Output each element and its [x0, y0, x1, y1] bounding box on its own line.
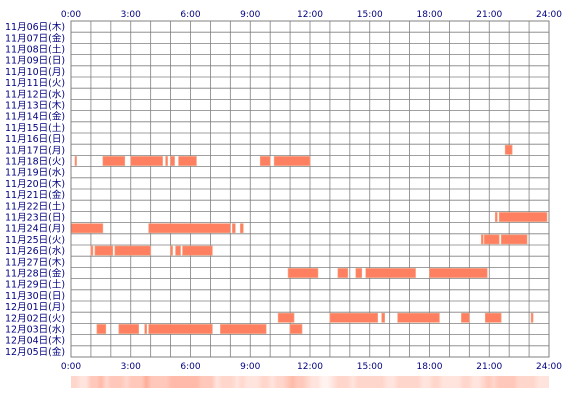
- activity-segment: [381, 312, 385, 323]
- activity-segment: [337, 268, 349, 278]
- activity-segment: [483, 234, 500, 245]
- x-tick-label-top: 24:00: [536, 10, 562, 20]
- activity-segment: [484, 312, 502, 323]
- activity-bars: [70, 144, 548, 334]
- day-label: 11月28日(金): [5, 268, 65, 280]
- activity-segment: [273, 156, 311, 166]
- day-label: 11月30日(日): [5, 291, 65, 302]
- x-tick-label-bottom: 21:00: [476, 362, 502, 372]
- x-tick-label-top: 15:00: [357, 10, 383, 20]
- activity-segment: [144, 324, 147, 334]
- day-label: 11月14日(金): [5, 111, 65, 123]
- day-label: 11月26日(水): [5, 245, 65, 257]
- x-tick-label-top: 21:00: [476, 10, 502, 20]
- day-label: 11月23日(日): [5, 213, 65, 224]
- day-label: 11月15日(土): [5, 122, 65, 134]
- activity-segment: [175, 245, 181, 256]
- day-label: 11月12日(水): [5, 88, 65, 100]
- x-tick-label-top: 0:00: [61, 10, 81, 20]
- day-label: 11月18日(火): [5, 157, 65, 168]
- day-label: 12月03日(水): [5, 324, 65, 336]
- day-label: 11月25日(火): [5, 235, 65, 246]
- x-tick-label-bottom: 9:00: [240, 362, 260, 372]
- day-label: 11月16日(日): [5, 134, 65, 145]
- x-tick-label-top: 9:00: [240, 10, 260, 20]
- activity-segment: [329, 312, 379, 323]
- x-tick-label-top: 18:00: [417, 10, 443, 20]
- activity-segment: [480, 234, 484, 245]
- activity-segment: [239, 223, 244, 234]
- activity-segment: [165, 156, 168, 166]
- activity-segment: [170, 245, 173, 256]
- activity-segment: [148, 223, 231, 234]
- day-label: 12月01日(月): [5, 302, 65, 313]
- activity-segment: [114, 245, 151, 256]
- plot-border: [70, 20, 550, 358]
- activity-segment: [397, 312, 440, 323]
- activity-segment: [494, 212, 498, 222]
- day-label: 12月04日(木): [5, 335, 65, 347]
- activity-segment: [94, 245, 114, 256]
- day-label: 11月13日(木): [5, 100, 65, 112]
- activity-segment: [259, 156, 271, 166]
- activity-segment: [220, 324, 267, 334]
- x-axis-tick-labels: 0:00 0:00 3:00 3:00 6:00 6:00 9:00 9:00 12:00 12:…: [61, 10, 562, 372]
- activity-segment: [118, 324, 140, 334]
- day-label: 11月06日(木): [5, 21, 65, 33]
- activity-segment: [130, 156, 163, 166]
- day-label: 11月07日(金): [5, 32, 65, 44]
- x-tick-label-bottom: 24:00: [536, 362, 562, 372]
- day-label: 11月17日(月): [5, 145, 65, 156]
- x-tick-label-top: 3:00: [121, 10, 141, 20]
- day-label: 11月22日(土): [5, 200, 65, 212]
- x-tick-label-bottom: 18:00: [417, 362, 443, 372]
- activity-segment: [504, 144, 513, 155]
- day-label: 11月29日(土): [5, 279, 65, 291]
- activity-segment: [498, 212, 548, 222]
- activity-segment: [429, 268, 488, 278]
- day-label: 11月08日(土): [5, 44, 65, 56]
- activity-segment: [102, 156, 126, 166]
- x-tick-label-bottom: 3:00: [121, 362, 141, 372]
- day-label: 12月02日(火): [5, 313, 65, 324]
- x-tick-label-top: 12:00: [297, 10, 323, 20]
- day-label: 11月21日(金): [5, 189, 65, 201]
- activity-segment: [170, 156, 175, 166]
- activity-segment: [90, 245, 94, 256]
- grid-lines: [71, 21, 549, 357]
- activity-segment: [182, 245, 213, 256]
- activity-segment: [289, 324, 303, 334]
- x-tick-label-bottom: 0:00: [61, 362, 81, 372]
- x-tick-label-top: 6:00: [180, 10, 200, 20]
- activity-segment: [355, 268, 363, 278]
- day-label: 11月24日(月): [5, 224, 65, 235]
- day-label: 11月11日(火): [5, 78, 65, 89]
- day-label: 11月10日(月): [5, 67, 65, 78]
- activity-segment: [96, 324, 107, 334]
- daily-summary-strip: [71, 376, 549, 388]
- day-label: 12月05日(金): [5, 346, 65, 358]
- activity-segment: [74, 156, 77, 166]
- day-label: 11月20日(木): [5, 178, 65, 190]
- day-label: 11月19日(水): [5, 167, 65, 179]
- activity-segment: [530, 312, 534, 323]
- day-label: 11月27日(木): [5, 256, 65, 268]
- day-label: 11月09日(日): [5, 56, 65, 67]
- activity-segment: [287, 268, 319, 278]
- activity-segment: [277, 312, 295, 323]
- x-tick-label-bottom: 12:00: [297, 362, 323, 372]
- activity-segment: [70, 223, 104, 234]
- activity-segment: [178, 156, 197, 166]
- x-tick-label-bottom: 15:00: [357, 362, 383, 372]
- activity-segment: [500, 234, 528, 245]
- activity-segment: [232, 223, 236, 234]
- y-axis-day-labels: 11月06日(木)11月07日(金)11月08日(土)11月09日(日)11月1…: [5, 21, 65, 358]
- activity-segment: [148, 324, 213, 334]
- x-tick-label-bottom: 6:00: [180, 362, 200, 372]
- activity-segment: [365, 268, 416, 278]
- activity-segment: [461, 312, 470, 323]
